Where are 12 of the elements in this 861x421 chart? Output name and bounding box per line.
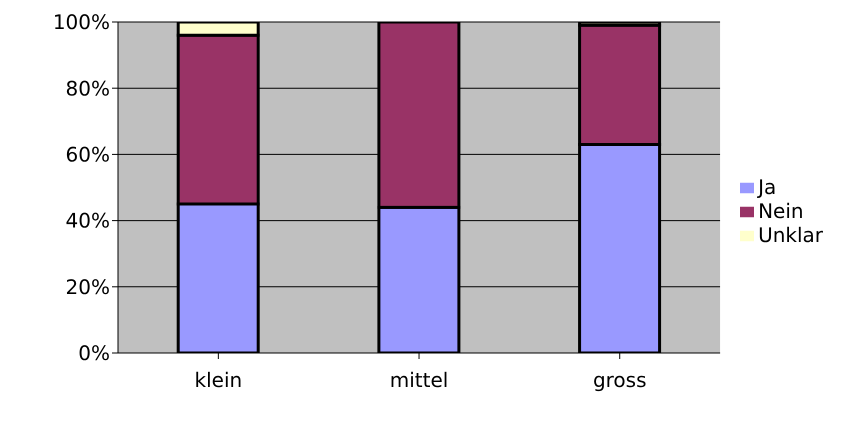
legend-label: Ja: [758, 174, 776, 198]
y-tick-label: 40%: [66, 208, 110, 233]
legend-label: Unklar: [758, 222, 823, 246]
x-tick-label: klein: [194, 368, 242, 392]
y-tick-label: 80%: [66, 76, 110, 100]
y-tick-label: 60%: [66, 142, 110, 166]
x-tick-label: gross: [592, 368, 646, 392]
x-tick-label: mittel: [390, 368, 448, 392]
legend-label: Nein: [758, 198, 804, 222]
y-tick-label: 0%: [78, 341, 110, 366]
y-tick-label: 100%: [52, 10, 110, 34]
y-tick-label: 20%: [66, 274, 110, 299]
